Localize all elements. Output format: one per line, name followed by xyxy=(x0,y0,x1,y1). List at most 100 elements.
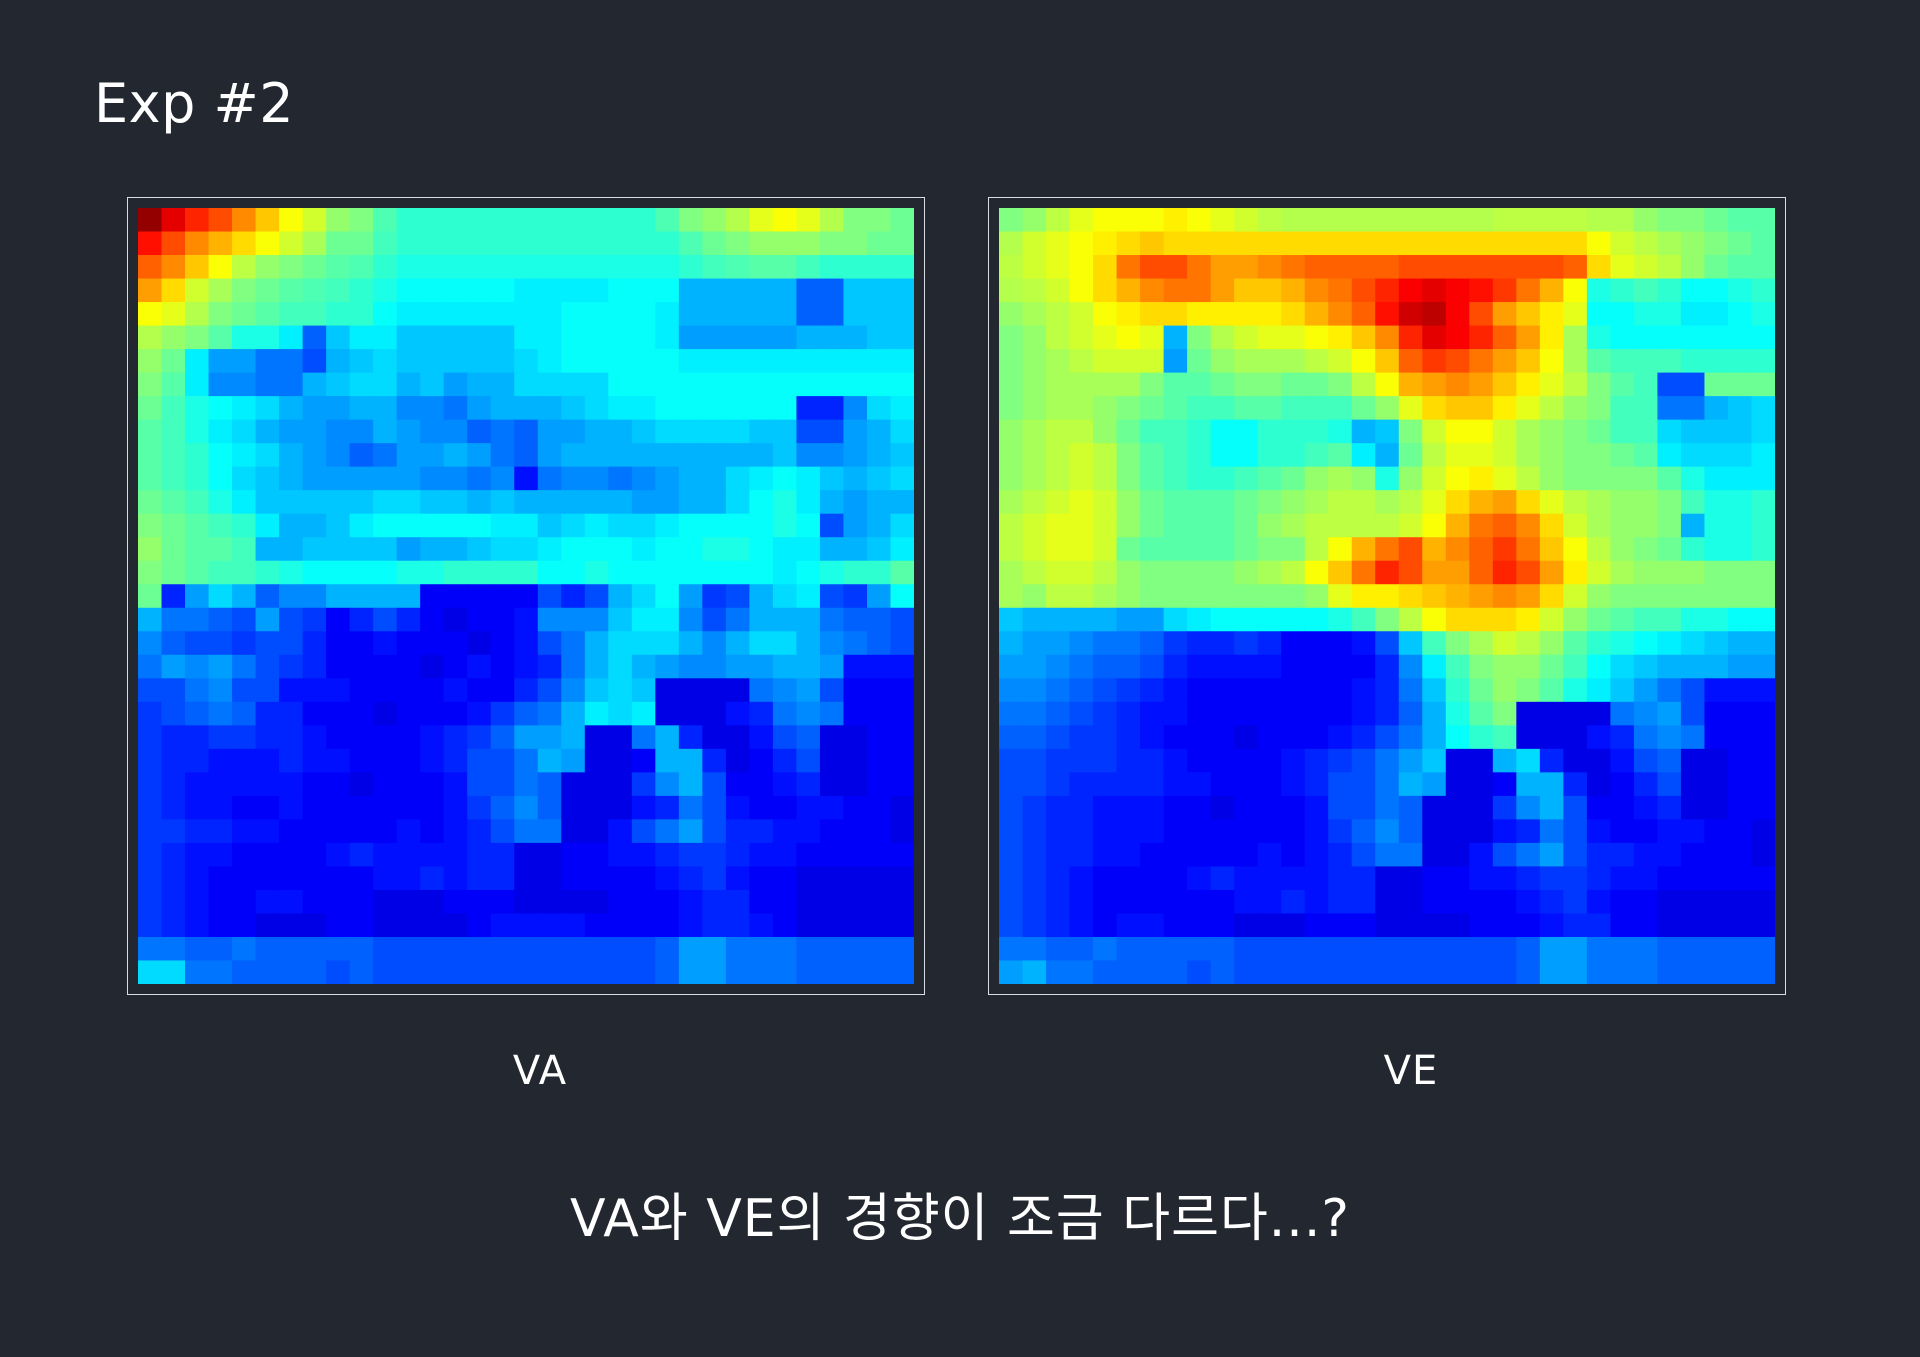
heatmap-cell xyxy=(326,701,351,726)
heatmap-cell xyxy=(749,278,774,303)
heatmap-cell xyxy=(819,208,845,233)
heatmap-cell xyxy=(561,678,586,703)
heatmap-cell xyxy=(1163,725,1188,750)
heatmap-cell xyxy=(1492,960,1517,984)
heatmap-cell xyxy=(1657,255,1682,280)
heatmap-cell xyxy=(467,748,492,773)
heatmap-cell xyxy=(1445,231,1470,256)
heatmap-cell xyxy=(631,725,656,750)
heatmap-cell xyxy=(138,795,163,820)
heatmap-cell xyxy=(561,960,586,984)
heatmap-cell xyxy=(702,725,727,750)
heatmap-cell xyxy=(1140,842,1165,868)
heatmap-cell xyxy=(1163,748,1188,773)
heatmap-cell xyxy=(749,560,774,585)
heatmap-cell xyxy=(467,913,492,938)
heatmap-cell xyxy=(1328,866,1353,891)
heatmap-cell xyxy=(999,255,1024,280)
heatmap-cell xyxy=(161,372,186,397)
heatmap-cell xyxy=(1680,772,1706,797)
heatmap-cell xyxy=(1727,278,1753,303)
heatmap-cell xyxy=(396,913,421,938)
heatmap-cell xyxy=(725,631,750,656)
heatmap-cell xyxy=(999,607,1024,632)
heatmap-va xyxy=(138,208,914,984)
heatmap-cell xyxy=(1633,584,1659,609)
heatmap-cell xyxy=(138,372,163,397)
heatmap-cell xyxy=(185,231,210,256)
heatmap-cell xyxy=(1093,701,1118,726)
heatmap-cell xyxy=(279,678,304,703)
heatmap-cell xyxy=(1516,866,1541,891)
heatmap-cell xyxy=(302,795,327,820)
heatmap-cell xyxy=(185,349,210,374)
heatmap-cell xyxy=(702,419,727,444)
heatmap-cell xyxy=(1328,419,1353,444)
heatmap-cell xyxy=(208,255,233,280)
heatmap-cell xyxy=(843,654,868,679)
heatmap-cell xyxy=(1539,255,1564,280)
heatmap-cell xyxy=(349,631,374,656)
heatmap-cell xyxy=(396,866,421,891)
heatmap-cell xyxy=(1187,748,1212,773)
heatmap-cell xyxy=(608,513,633,538)
heatmap-cell xyxy=(1140,513,1165,538)
heatmap-cell xyxy=(161,842,186,868)
heatmap-cell xyxy=(1563,654,1588,679)
heatmap-cell xyxy=(796,936,821,962)
heatmap-cell xyxy=(161,795,186,820)
heatmap-cell xyxy=(819,443,845,468)
heatmap-cell xyxy=(1610,819,1635,844)
heatmap-cell xyxy=(420,795,445,820)
heatmap-cell xyxy=(1328,772,1353,797)
heatmap-cell xyxy=(1398,419,1423,444)
heatmap-cell xyxy=(1398,960,1423,984)
slide-caption: VA와 VE의 경향이 조금 다르다...? xyxy=(570,1189,1350,1249)
heatmap-cell xyxy=(1234,913,1259,938)
heatmap-cell xyxy=(631,231,656,256)
heatmap-cell xyxy=(999,748,1024,773)
heatmap-cell xyxy=(1093,278,1118,303)
heatmap-cell xyxy=(702,560,727,585)
heatmap-cell xyxy=(1093,819,1118,844)
heatmap-cell xyxy=(1046,607,1071,632)
heatmap-cell xyxy=(1633,231,1659,256)
heatmap-cell xyxy=(1187,208,1212,233)
heatmap-cell xyxy=(1328,748,1353,773)
heatmap-cell xyxy=(396,678,421,703)
heatmap-cell xyxy=(1069,631,1094,656)
heatmap-cell xyxy=(1657,678,1682,703)
heatmap-cell xyxy=(1680,537,1706,562)
heatmap-cell xyxy=(420,678,445,703)
heatmap-cell xyxy=(373,490,398,515)
heatmap-cell xyxy=(279,772,304,797)
heatmap-cell xyxy=(678,278,703,303)
heatmap-cell xyxy=(608,913,633,938)
heatmap-cell xyxy=(232,748,257,773)
heatmap-cell xyxy=(819,607,845,632)
heatmap-cell xyxy=(725,819,750,844)
heatmap-cell xyxy=(749,208,774,233)
heatmap-cell xyxy=(631,208,656,233)
heatmap-cell xyxy=(1680,725,1706,750)
heatmap-cell xyxy=(138,419,163,444)
heatmap-cell xyxy=(467,866,492,891)
heatmap-cell xyxy=(1539,654,1564,679)
heatmap-cell xyxy=(1210,490,1235,515)
heatmap-cell xyxy=(999,325,1024,350)
heatmap-cell xyxy=(678,678,703,703)
heatmap-cell xyxy=(655,537,680,562)
heatmap-cell xyxy=(1563,419,1588,444)
heatmap-cell xyxy=(1704,913,1729,938)
heatmap-cell xyxy=(373,560,398,585)
heatmap-cell xyxy=(655,396,680,421)
heatmap-cell xyxy=(655,866,680,891)
heatmap-cell xyxy=(796,349,821,374)
heatmap-cell xyxy=(467,772,492,797)
heatmap-cell xyxy=(443,772,468,797)
heatmap-cell xyxy=(678,725,703,750)
heatmap-cell xyxy=(1727,513,1753,538)
heatmap-cell xyxy=(1422,231,1447,256)
heatmap-cell xyxy=(631,513,656,538)
heatmap-cell xyxy=(232,372,257,397)
